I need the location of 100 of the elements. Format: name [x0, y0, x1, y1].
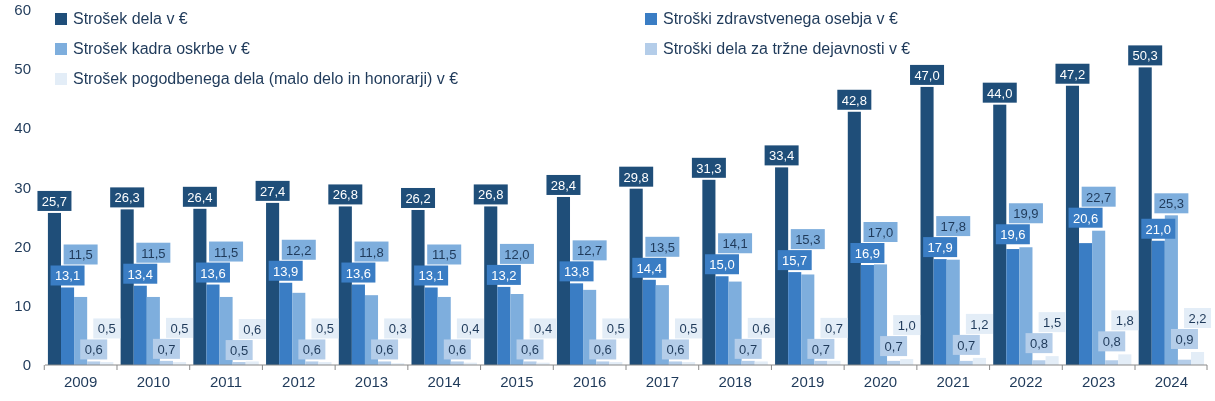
x-tick-label: 2020 — [863, 373, 898, 390]
data-label: 26,2 — [405, 190, 431, 206]
data-label: 11,5 — [141, 245, 166, 261]
x-tick-label: 2013 — [354, 373, 389, 390]
data-label: 0,5 — [606, 321, 625, 337]
data-label: 13,8 — [563, 264, 590, 280]
data-label: 0,7 — [957, 337, 976, 353]
data-label: 25,7 — [41, 193, 68, 209]
data-label: 0,5 — [679, 321, 698, 337]
x-tick-label: 2022 — [1009, 373, 1043, 390]
data-label: 17,9 — [927, 240, 953, 256]
x-tick-label: 2024 — [1154, 373, 1189, 390]
data-label: 0,5 — [315, 321, 334, 337]
data-label: 19,9 — [1013, 206, 1039, 222]
data-label: 0,4 — [461, 321, 480, 337]
data-label: 16,9 — [854, 246, 881, 262]
data-label: 0,9 — [1175, 331, 1194, 347]
data-label: 26,4 — [187, 189, 213, 205]
data-label: 17,0 — [867, 225, 894, 241]
data-label: 0,6 — [448, 342, 467, 358]
data-label: 13,6 — [345, 265, 372, 281]
x-tick-label: 2018 — [718, 373, 752, 390]
data-label: 26,8 — [332, 187, 358, 203]
data-label: 0,5 — [170, 320, 189, 336]
y-tick-label: 60 — [14, 1, 31, 18]
data-label: 14,1 — [722, 236, 748, 252]
x-tick-label: 2023 — [1081, 373, 1116, 390]
x-tick-label: 2016 — [572, 373, 607, 390]
data-label: 0,5 — [230, 343, 249, 359]
data-label: 0,7 — [884, 339, 903, 355]
legend-label: Stroški dela za tržne dejavnosti v € — [663, 40, 911, 57]
data-label: 0,6 — [302, 342, 321, 358]
data-label: 0,6 — [666, 342, 685, 358]
x-tick-label: 2015 — [500, 373, 534, 390]
data-label: 0,7 — [811, 341, 830, 357]
data-label: 47,2 — [1059, 66, 1086, 82]
data-label: 15,7 — [782, 253, 808, 269]
data-label: 13,6 — [200, 265, 226, 281]
data-label: 17,8 — [940, 219, 966, 235]
y-tick-label: 20 — [14, 237, 31, 255]
data-label: 13,1 — [418, 268, 444, 284]
data-label: 13,9 — [273, 263, 299, 279]
data-label: 13,2 — [491, 267, 517, 283]
data-label: 2,2 — [1188, 310, 1207, 326]
x-tick-label: 2010 — [136, 373, 171, 390]
data-label: 42,8 — [841, 92, 867, 108]
data-label: 15,3 — [795, 232, 821, 248]
data-label: 0,6 — [375, 342, 394, 358]
data-label: 12,0 — [504, 246, 530, 262]
data-label: 28,4 — [550, 177, 577, 193]
y-tick-label: 10 — [14, 296, 31, 314]
data-label: 47,0 — [914, 67, 940, 83]
data-label: 0,7 — [824, 320, 844, 336]
data-label: 20,6 — [1072, 210, 1099, 226]
legend-label: Strošek pogodbenega dela (malo delo in honorarji) v € — [73, 70, 459, 87]
data-label: 13,4 — [127, 266, 153, 282]
x-tick-label: 2021 — [936, 373, 970, 390]
data-label: 0,6 — [84, 342, 103, 358]
legend-label: Stroški zdravstvenega osebja v € — [663, 10, 898, 27]
data-label: 0,3 — [388, 321, 407, 337]
data-label: 0,8 — [1102, 334, 1121, 350]
data-label: 27,4 — [259, 183, 286, 199]
data-label: 19,6 — [1000, 227, 1026, 243]
data-label: 11,5 — [432, 247, 457, 263]
data-label: 12,2 — [286, 242, 312, 258]
data-label: 0,6 — [752, 320, 771, 336]
data-label: 0,6 — [593, 342, 612, 358]
data-label: 1,5 — [1043, 315, 1062, 331]
x-tick-label: 2012 — [282, 373, 316, 390]
y-tick-label: 40 — [14, 119, 31, 137]
x-tick-label: 2017 — [645, 373, 680, 390]
data-label: 0,6 — [520, 342, 540, 358]
data-label: 0,8 — [1029, 336, 1049, 352]
data-label: 15,0 — [709, 257, 735, 273]
y-tick-label: 0 — [22, 356, 31, 373]
x-tick-label: 2014 — [427, 373, 461, 390]
data-label: 12,7 — [576, 243, 603, 259]
data-label: 31,3 — [696, 160, 722, 176]
x-tick-label: 2019 — [791, 373, 825, 390]
data-label: 0,7 — [739, 341, 758, 357]
legend-label: Strošek dela v € — [73, 10, 188, 27]
data-label: 21,0 — [1145, 221, 1171, 237]
data-label: 22,7 — [1086, 189, 1112, 205]
data-label: 0,5 — [97, 321, 116, 337]
y-tick-label: 50 — [14, 60, 31, 78]
data-label: 1,8 — [1115, 313, 1134, 329]
legend-label: Strošek kadra oskrbe v € — [73, 40, 251, 57]
data-label: 13,5 — [649, 239, 676, 255]
data-label: 13,1 — [54, 268, 81, 284]
data-label: 11,5 — [68, 247, 93, 263]
data-label: 33,4 — [768, 148, 795, 164]
data-label: 14,4 — [636, 260, 662, 276]
data-label: 25,3 — [1158, 196, 1185, 212]
data-label: 0,4 — [534, 321, 553, 337]
data-label: 29,8 — [623, 169, 649, 185]
data-label: 1,2 — [970, 316, 989, 332]
y-tick-label: 30 — [14, 178, 31, 196]
x-tick-label: 2009 — [63, 373, 98, 390]
data-label: 26,8 — [478, 187, 504, 203]
data-label: 0,7 — [157, 341, 176, 357]
